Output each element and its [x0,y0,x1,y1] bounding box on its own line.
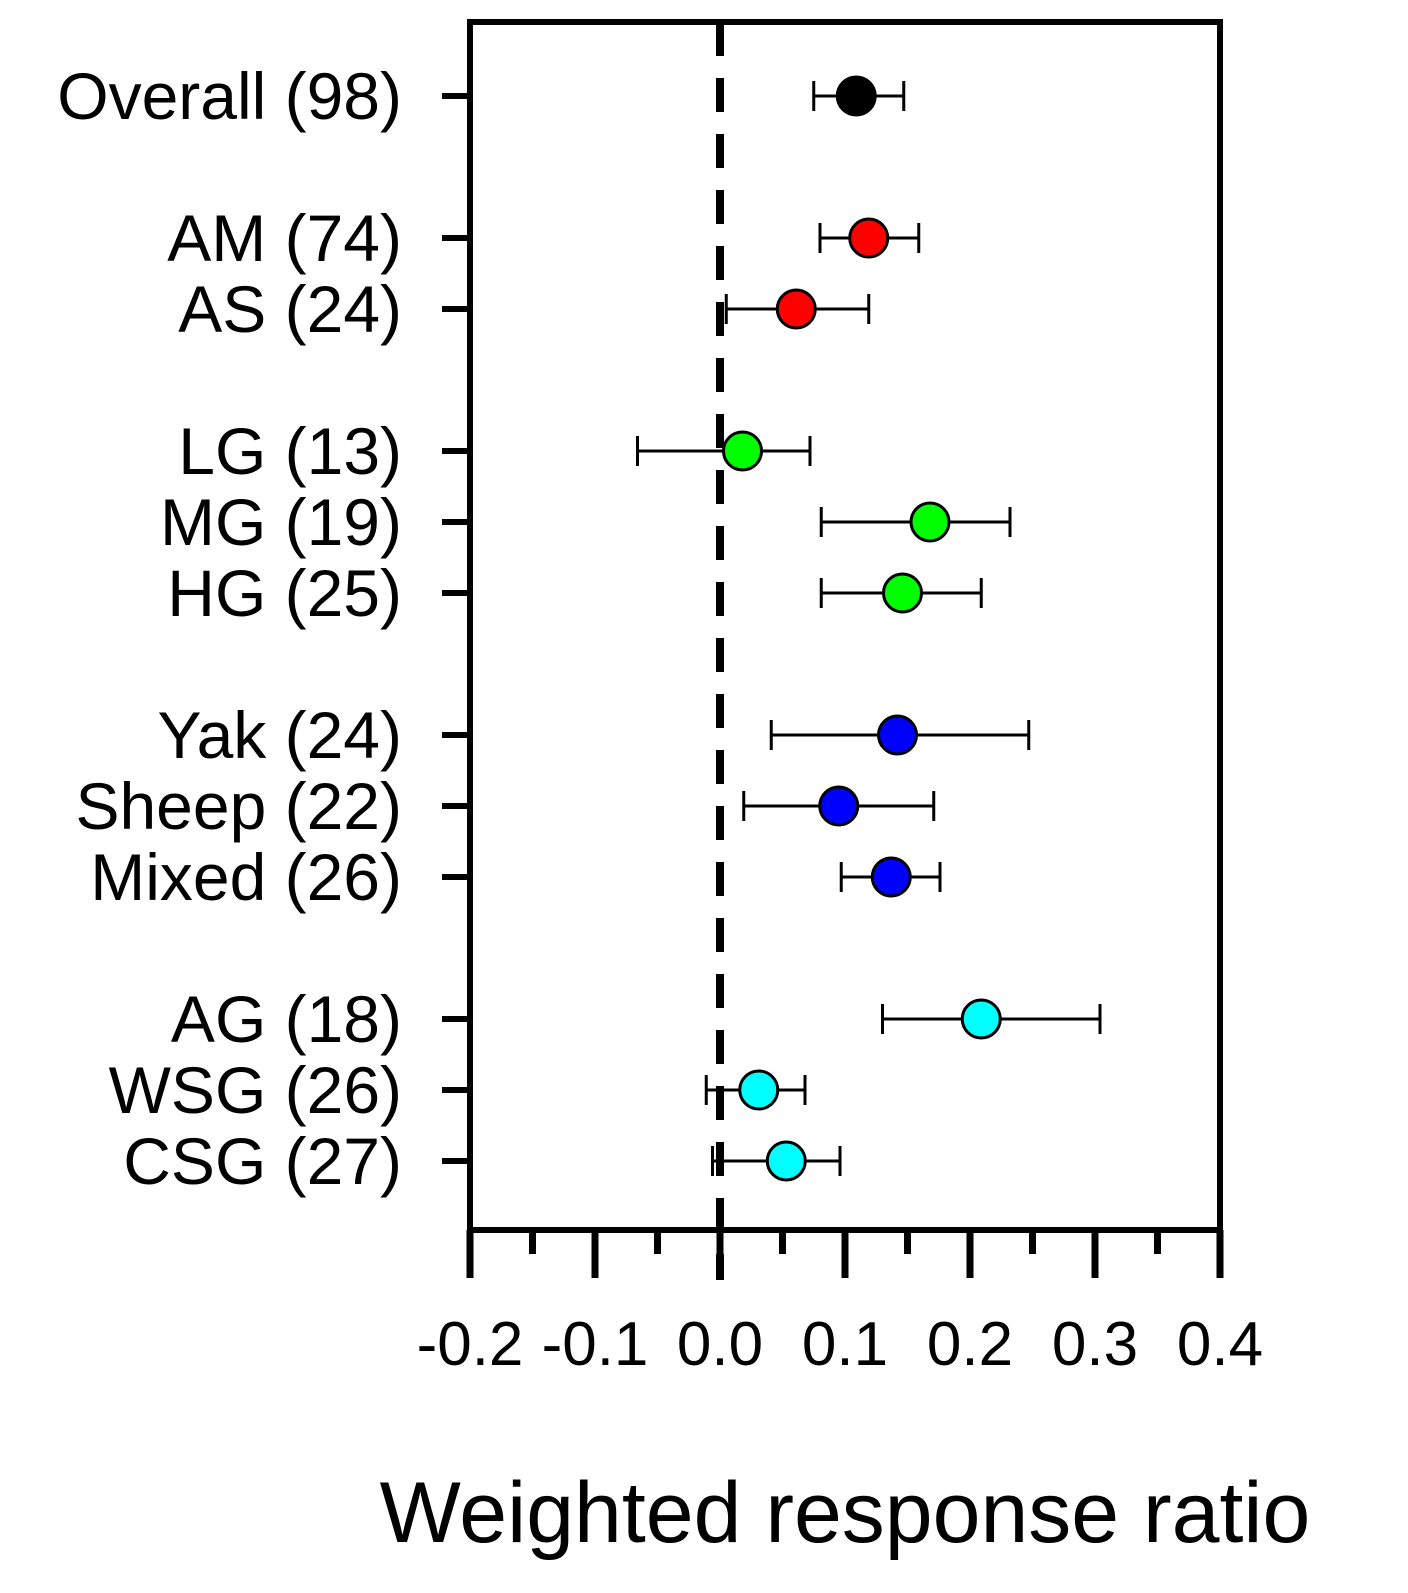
mean-point [775,288,817,330]
mean-point [870,856,912,898]
x-tick-label: -0.2 [417,1310,524,1379]
forest-rows [636,75,1102,1182]
x-axis: -0.2 -0.1 0.0 0.1 0.2 0.3 0.4 [417,1230,1263,1379]
category-label: WSG (26) [109,1053,402,1127]
category-label: Sheep (22) [75,769,402,843]
category-label: AG (18) [171,982,402,1056]
category-label: AM (74) [167,201,402,275]
x-tick-label: 0.3 [1052,1310,1138,1379]
category-label: HG (25) [167,556,402,630]
x-tick-label: 0.4 [1177,1310,1263,1379]
x-tick-label: -0.1 [542,1310,649,1379]
x-tick-label: 0.2 [927,1310,1013,1379]
mean-point [877,714,918,756]
mean-point [882,572,923,614]
mean-point [909,501,951,543]
mean-point [835,75,877,117]
category-label: Overall (98) [57,59,402,133]
mean-point [960,998,1002,1040]
category-label: MG (19) [160,485,402,559]
x-tick-label: 0.1 [802,1310,888,1379]
mean-point [722,430,763,472]
category-label: CSG (27) [123,1124,402,1198]
mean-point [765,1140,807,1182]
mean-point [848,217,890,259]
y-axis: Overall (98) AM (74)AS (24) LG (13)MG (19)… [57,59,470,1198]
x-axis-title: Weighted response ratio [380,1465,1311,1561]
category-label: Mixed (26) [90,840,402,914]
category-label: AS (24) [178,272,402,346]
mean-point [818,785,860,827]
x-tick-label: 0.0 [677,1310,763,1379]
category-label: LG (13) [178,414,402,488]
mean-point [738,1069,780,1111]
plot-frame [467,19,1223,1233]
category-label: Yak (24) [157,698,402,772]
